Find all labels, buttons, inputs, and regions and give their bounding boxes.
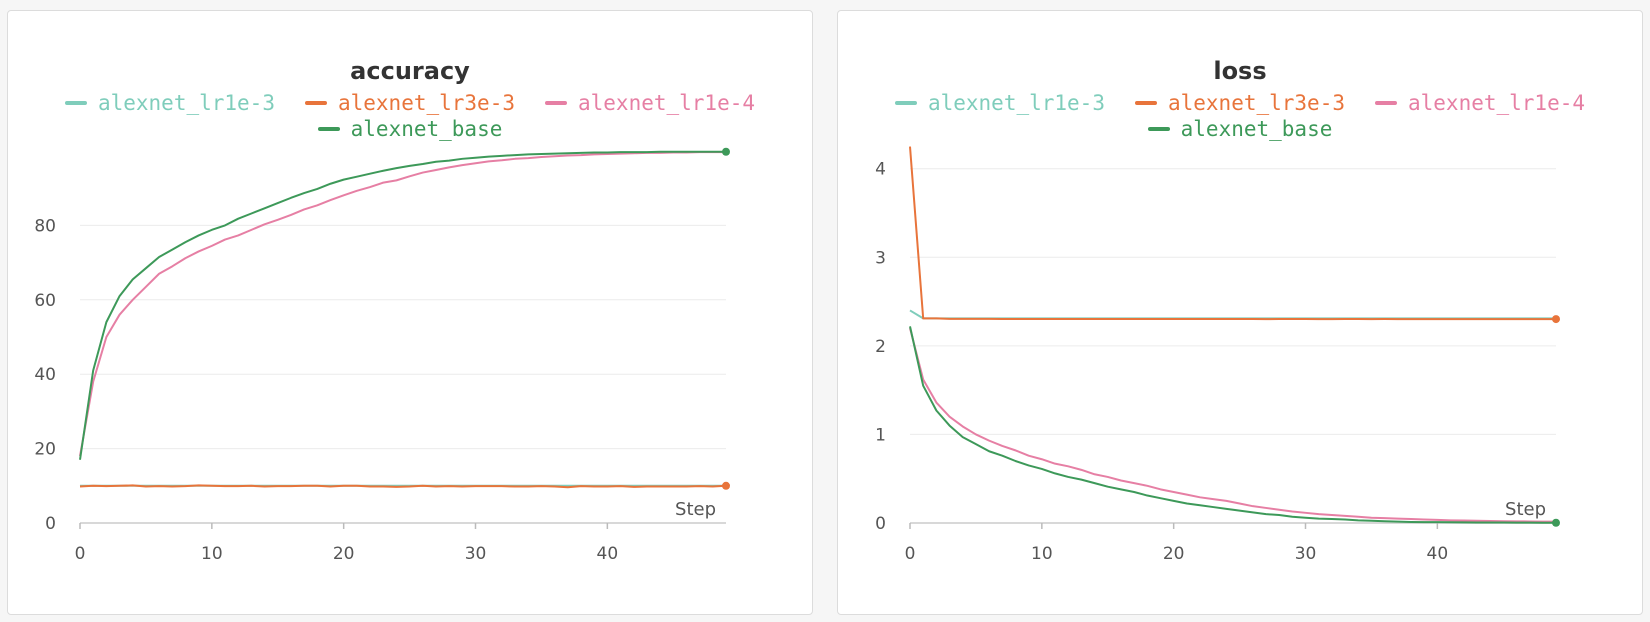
chart-legend: alexnet_lr1e-3 alexnet_lr3e-3 alexnet_lr1e… xyxy=(48,91,772,141)
y-tick-label: 40 xyxy=(34,365,56,385)
legend-label: alexnet_lr1e-4 xyxy=(578,91,756,115)
series-line-alexnet_lr3e-3 xyxy=(909,146,1556,321)
series-line-alexnet_lr1e-4 xyxy=(79,151,726,457)
loss-chart-panel[interactable]: 0 1 2 3 4 0 10 20 30 40 Step loss alexnet_lr1e-3 al… xyxy=(837,10,1643,615)
legend-item[interactable]: alexnet_lr1e-3 xyxy=(894,91,1105,115)
y-tick-label: 80 xyxy=(34,216,56,236)
x-tick-label: 0 xyxy=(75,544,86,564)
legend-swatch xyxy=(1147,127,1170,131)
y-tick-label: 0 xyxy=(45,514,56,534)
chart-title: accuracy xyxy=(350,57,470,85)
legend-label: alexnet_base xyxy=(350,117,503,141)
x-tick-label: 30 xyxy=(1295,544,1317,564)
legend-label: alexnet_base xyxy=(1180,117,1333,141)
x-tick-label: 40 xyxy=(1427,544,1449,564)
series-line-alexnet_base xyxy=(909,326,1556,524)
chart-title: loss xyxy=(1213,57,1267,85)
legend-swatch xyxy=(894,101,917,105)
accuracy-chart-panel[interactable]: 0 20 40 60 80 0 10 20 30 40 Step accuracy alexnet_… xyxy=(7,10,813,615)
x-tick-label: 20 xyxy=(333,544,355,564)
x-tick-label: 40 xyxy=(597,544,619,564)
x-tick-label: 10 xyxy=(201,544,223,564)
legend-label: alexnet_lr3e-3 xyxy=(337,91,515,115)
series-end-point xyxy=(1552,518,1560,527)
x-axis-label: Step xyxy=(1505,499,1546,520)
legend-item[interactable]: alexnet_lr1e-3 xyxy=(64,91,275,115)
legend-swatch xyxy=(545,101,567,105)
x-tick-label: 30 xyxy=(465,544,487,564)
legend-swatch xyxy=(304,101,327,105)
series-line-alexnet_lr3e-3 xyxy=(79,484,727,489)
series-line-alexnet_lr1e-4 xyxy=(909,327,1557,523)
legend-swatch xyxy=(1375,101,1397,105)
legend-item[interactable]: alexnet_base xyxy=(317,117,503,141)
legend-item[interactable]: alexnet_lr1e-4 xyxy=(1375,91,1585,115)
x-axis-label: Step xyxy=(675,499,716,520)
legend-label: alexnet_lr1e-3 xyxy=(927,91,1105,115)
y-tick-label: 60 xyxy=(34,291,56,311)
legend-item[interactable]: alexnet_lr3e-3 xyxy=(304,91,515,115)
y-tick-label: 3 xyxy=(875,248,886,268)
y-tick-label: 4 xyxy=(875,160,886,180)
series-line-alexnet_base xyxy=(79,150,726,460)
legend-item[interactable]: alexnet_lr3e-3 xyxy=(1134,91,1345,115)
x-tick-label: 20 xyxy=(1163,544,1185,564)
legend-swatch xyxy=(64,101,87,105)
series-end-point xyxy=(1552,315,1560,324)
y-tick-label: 1 xyxy=(875,425,886,445)
legend-swatch xyxy=(317,127,340,131)
series-end-point xyxy=(722,147,730,156)
legend-label: alexnet_lr1e-4 xyxy=(1408,91,1586,115)
y-tick-label: 20 xyxy=(34,440,56,460)
series-line-alexnet_lr1e-3 xyxy=(909,309,1556,320)
x-tick-label: 10 xyxy=(1031,544,1053,564)
accuracy-plot-area[interactable]: 0 20 40 60 80 0 10 20 30 40 Step xyxy=(8,11,814,616)
legend-label: alexnet_lr1e-3 xyxy=(97,91,275,115)
series-end-point xyxy=(722,481,730,490)
chart-legend: alexnet_lr1e-3 alexnet_lr3e-3 alexnet_lr1e… xyxy=(878,91,1602,141)
legend-item[interactable]: alexnet_base xyxy=(1147,117,1333,141)
x-tick-label: 0 xyxy=(905,544,916,564)
y-tick-label: 2 xyxy=(875,337,886,357)
y-tick-label: 0 xyxy=(875,514,886,534)
legend-swatch xyxy=(1134,101,1157,105)
legend-label: alexnet_lr3e-3 xyxy=(1167,91,1345,115)
legend-item[interactable]: alexnet_lr1e-4 xyxy=(545,91,755,115)
